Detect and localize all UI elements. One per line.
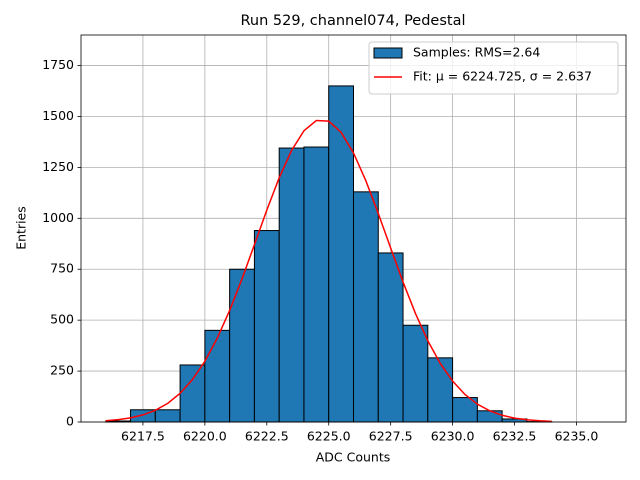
x-tick-label: 6227.5: [369, 429, 413, 444]
histogram-bar: [179, 364, 206, 423]
histogram-bar: [253, 230, 280, 423]
axes-frame: [80, 34, 627, 423]
x-axis-label: ADC Counts: [316, 450, 391, 465]
y-tick-label: 0: [66, 414, 74, 429]
legend-label: Fit: μ = 6224.725, σ = 2.637: [413, 69, 592, 84]
legend-box: [368, 41, 619, 95]
y-axis-label: Entries: [14, 206, 29, 250]
fit-line: [105, 119, 552, 423]
plot-marks: [105, 85, 553, 423]
x-tick-label: 6222.5: [245, 429, 289, 444]
ticks: 6217.5 6220.0 6222.5 6225.0 6227.5 6230.0 6232…: [42, 57, 598, 443]
histogram-bar: [229, 268, 255, 423]
x-tick-label: 6232.5: [493, 429, 537, 444]
legend-label: Samples: RMS=2.64: [413, 45, 540, 60]
histogram-bar: [427, 357, 454, 423]
y-tick-label: 1000: [42, 210, 74, 225]
y-tick-label: 250: [50, 363, 74, 378]
x-tick-label: 6235.0: [555, 429, 599, 444]
histogram-bar: [328, 85, 354, 423]
y-tick-label: 1750: [42, 57, 74, 72]
histogram-bar: [204, 329, 231, 423]
y-tick-label: 1500: [42, 108, 74, 123]
legend: Samples: RMS=2.64 Fit: μ = 6224.725, σ = …: [368, 41, 619, 95]
histogram-bar: [377, 252, 404, 423]
y-tick-label: 750: [50, 261, 74, 276]
x-tick-label: 6225.0: [307, 429, 351, 444]
histogram-bar: [476, 410, 503, 423]
x-tick-label: 6220.0: [183, 429, 227, 444]
histogram-bar: [402, 324, 429, 423]
legend-swatch: [373, 47, 403, 59]
x-tick-label: 6230.0: [431, 429, 475, 444]
histogram-bar: [278, 147, 305, 423]
y-tick-label: 500: [50, 312, 74, 327]
histogram-bar: [353, 191, 379, 423]
histogram-bar: [303, 146, 330, 423]
y-tick-label: 1250: [42, 159, 74, 174]
x-tick-label: 6217.5: [121, 429, 165, 444]
histogram-bar: [154, 409, 181, 423]
chart-title: Run 529, channel074, Pedestal: [240, 13, 465, 29]
